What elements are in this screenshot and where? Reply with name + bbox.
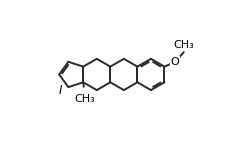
Text: O: O bbox=[171, 57, 179, 67]
Text: CH₃: CH₃ bbox=[74, 94, 95, 104]
Text: I: I bbox=[59, 84, 62, 97]
Text: CH₃: CH₃ bbox=[173, 40, 194, 50]
